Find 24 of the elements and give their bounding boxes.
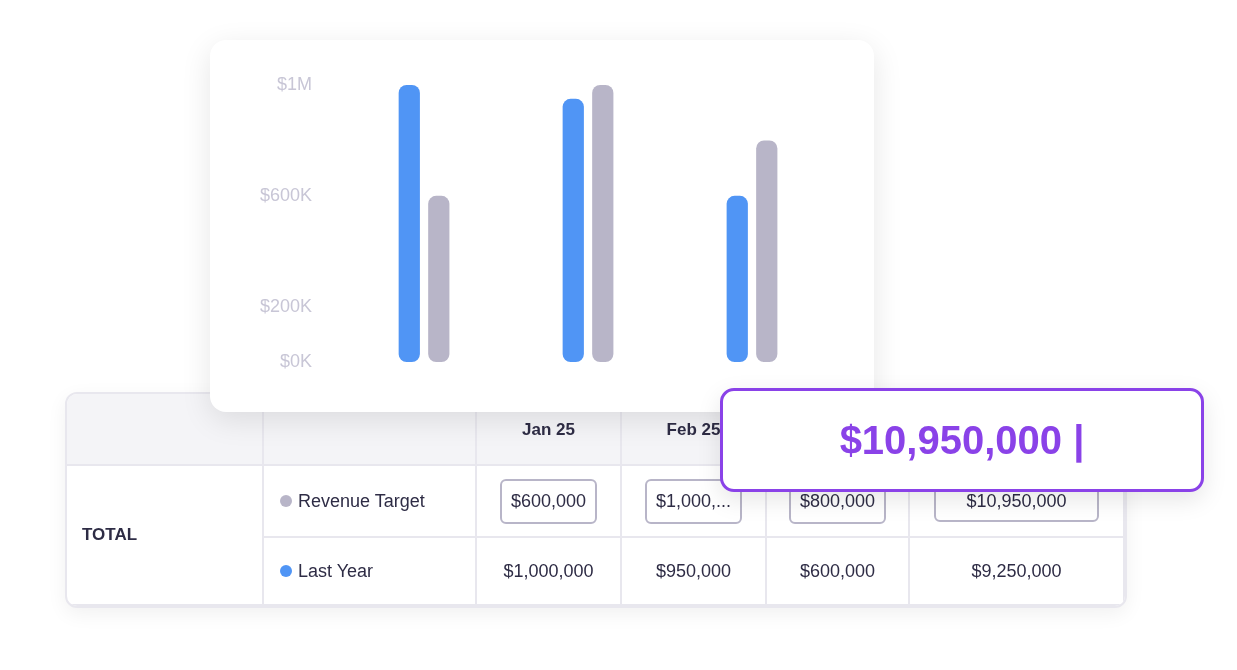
bar (398, 85, 420, 362)
text: $800,000 (788, 478, 887, 524)
y-tick-label: $200K (259, 295, 313, 316)
text: $600,000 (499, 478, 598, 524)
bar (592, 85, 614, 362)
legend-label: Last Year (298, 560, 374, 582)
bar (428, 195, 450, 362)
text: $9,250,000 (910, 538, 1125, 606)
text: $10,950,000 (934, 480, 1099, 522)
text: $950,000 (622, 538, 767, 606)
text: $10,950,000 | (720, 388, 1204, 492)
y-tick-label: $1M (277, 73, 313, 94)
bar (756, 140, 778, 362)
text: Feb 25 (622, 394, 767, 466)
text: TOTAL (67, 466, 264, 606)
y-tick-label: $0K (280, 350, 313, 371)
bar (726, 195, 748, 362)
y-tick-label: $600K (259, 184, 313, 205)
bar (562, 98, 584, 362)
legend-label: Revenue Target (298, 490, 425, 512)
text: Jan 25 (477, 394, 622, 466)
text: $1,000,000 (477, 538, 622, 606)
text: $600,000 (767, 538, 910, 606)
text: $1,000,... (644, 478, 743, 524)
